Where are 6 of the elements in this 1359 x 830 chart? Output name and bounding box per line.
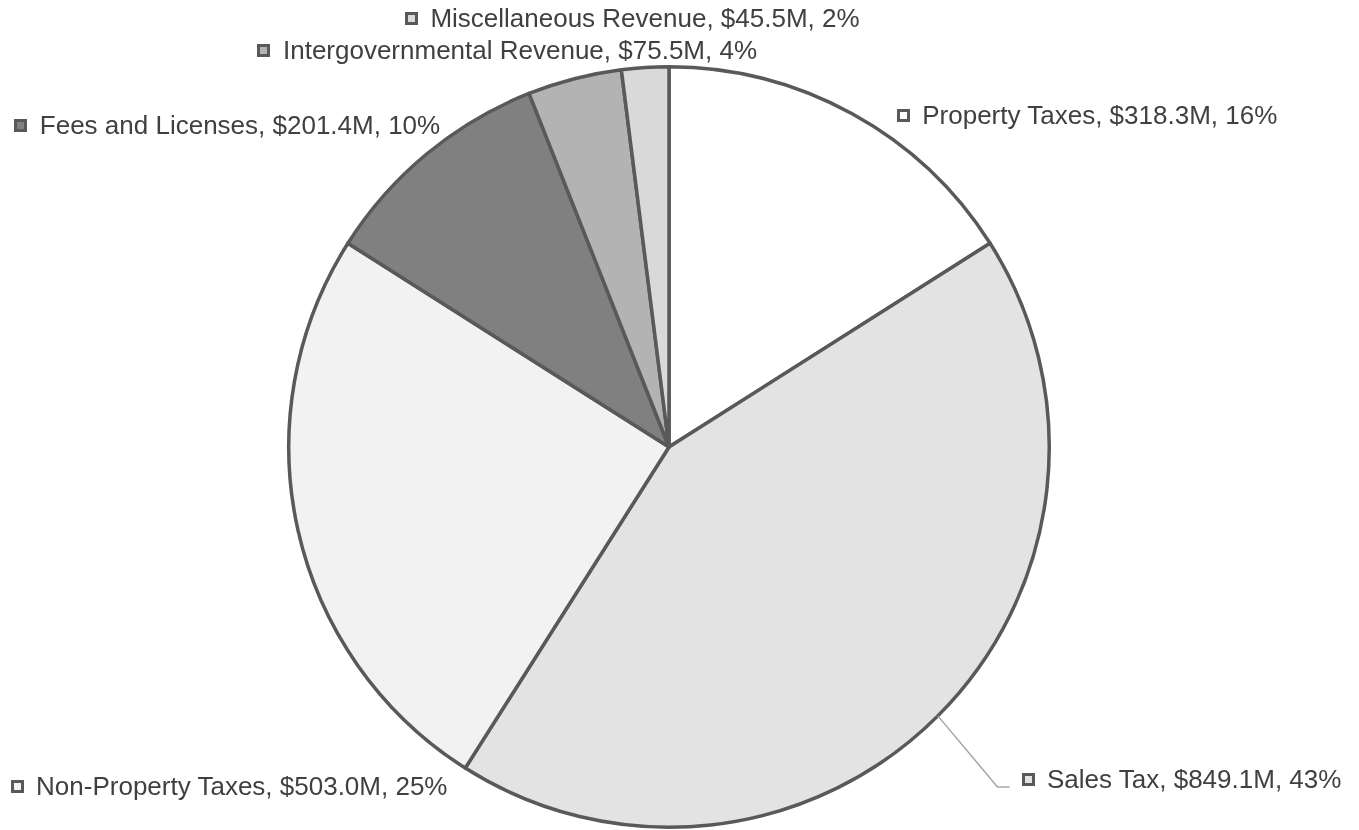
legend-label: Sales Tax, $849.1M, 43% <box>1047 764 1342 794</box>
legend-label: Miscellaneous Revenue, $45.5M, 2% <box>430 3 860 33</box>
legend-label: Property Taxes, $318.3M, 16% <box>922 100 1278 130</box>
legend-label: Fees and Licenses, $201.4M, 10% <box>39 110 441 140</box>
legend-label: Intergovernmental Revenue, $75.5M, 4% <box>282 35 758 65</box>
legend-label: Non-Property Taxes, $503.0M, 25% <box>36 771 448 801</box>
